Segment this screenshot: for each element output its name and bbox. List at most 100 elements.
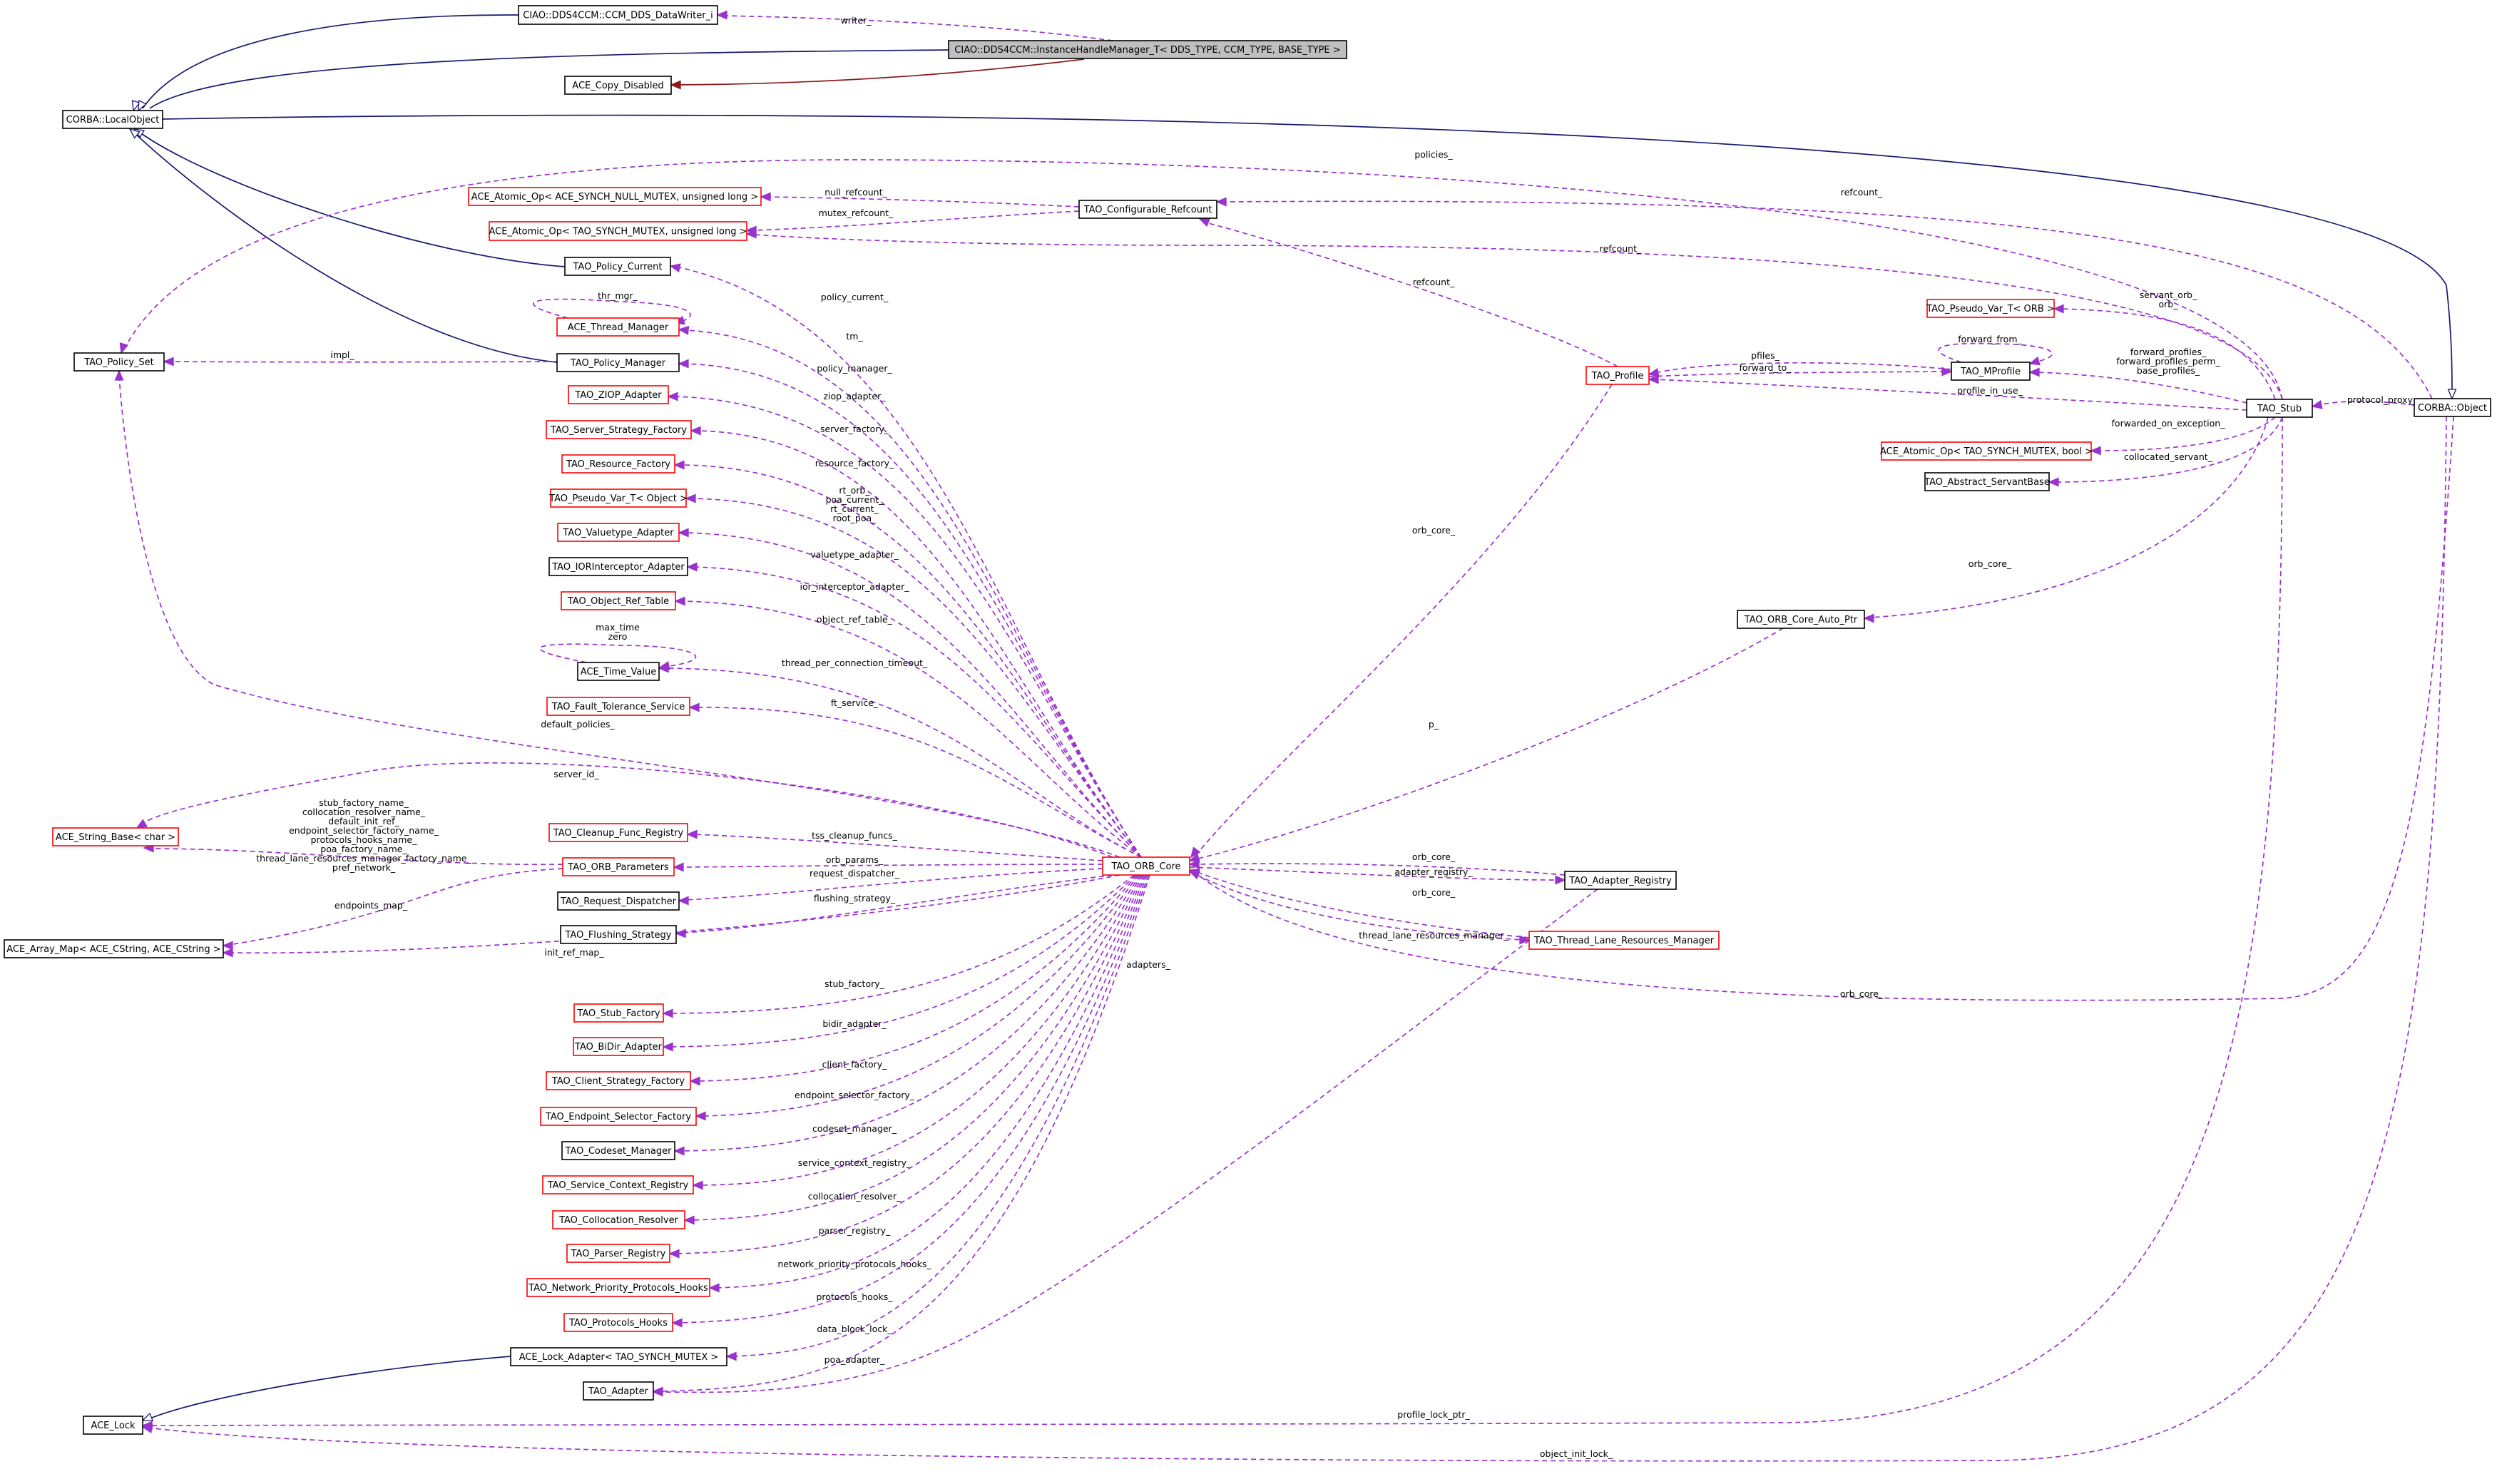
edge-label: parser_registry_ xyxy=(819,1225,891,1236)
inheritance-edge xyxy=(131,14,519,112)
class-node-lock[interactable]: ACE_Lock xyxy=(83,1416,143,1435)
class-node-aon[interactable]: ACE_Atomic_Op< ACE_SYNCH_NULL_MUTEX, uns… xyxy=(468,187,762,206)
class-node-esf[interactable]: TAO_Endpoint_Selector_Factory xyxy=(540,1107,697,1126)
class-node-rd[interactable]: TAO_Request_Dispatcher xyxy=(557,891,680,911)
class-node-label: TAO_Policy_Current xyxy=(572,262,662,272)
class-node-ph[interactable]: TAO_Protocols_Hooks xyxy=(563,1313,673,1332)
class-node-stub[interactable]: TAO_Stub xyxy=(2246,399,2313,418)
class-node-pvorb[interactable]: TAO_Pseudo_Var_T< ORB > xyxy=(1926,299,2055,318)
class-node-ziop[interactable]: TAO_ZIOP_Adapter xyxy=(568,385,669,404)
class-node-label: ACE_Lock_Adapter< TAO_SYNCH_MUTEX > xyxy=(519,1352,719,1363)
inheritance-edge xyxy=(138,49,949,112)
class-node-iora[interactable]: TAO_IORInterceptor_Adapter xyxy=(548,557,688,576)
usage-edge: ziop_adapter_ xyxy=(667,391,1142,858)
class-node-csf[interactable]: TAO_Client_Strategy_Factory xyxy=(546,1071,691,1090)
usage-edge: refcount_ xyxy=(1198,218,1618,367)
usage-edge: null_refcount_ xyxy=(760,187,1080,208)
inheritance-edge xyxy=(128,128,558,363)
class-node-ort[interactable]: TAO_Object_Ref_Table xyxy=(561,591,676,610)
usage-edge: parser_registry_ xyxy=(668,874,1145,1259)
class-node-op[interactable]: TAO_ORB_Parameters xyxy=(562,857,675,876)
class-node-cfr[interactable]: TAO_Cleanup_Func_Registry xyxy=(548,823,688,842)
class-node-scr[interactable]: TAO_Service_Context_Registry xyxy=(542,1175,694,1194)
edge-label: default_policies_ xyxy=(541,719,615,730)
class-node-areg[interactable]: TAO_Adapter_Registry xyxy=(1564,871,1677,890)
usage-edge: poa_adapter_ xyxy=(652,874,1150,1396)
class-node-label: TAO_IORInterceptor_Adapter xyxy=(551,562,685,573)
class-node-tlrm[interactable]: TAO_Thread_Lane_Resources_Manager xyxy=(1528,931,1720,950)
usage-edge: tm_ xyxy=(678,325,1142,858)
usage-edge: forwarded_on_exception_ xyxy=(2090,416,2276,456)
class-node-nph[interactable]: TAO_Network_Priority_Protocols_Hooks xyxy=(526,1278,710,1297)
usage-edge: p_ xyxy=(1188,628,1784,863)
class-node-sb[interactable]: ACE_String_Base< char > xyxy=(52,827,179,846)
class-node-label: TAO_Stub_Factory xyxy=(576,1008,660,1019)
class-node-label: TAO_Protocols_Hooks xyxy=(568,1318,668,1329)
class-node-thm[interactable]: ACE_Thread_Manager xyxy=(556,317,680,337)
class-node-cref[interactable]: TAO_Configurable_Refcount xyxy=(1078,200,1217,219)
class-node-cap[interactable]: TAO_ORB_Core_Auto_Ptr xyxy=(1737,610,1865,629)
usage-edge: thread_lane_resources_manager_ xyxy=(1189,871,1531,945)
class-node-pc[interactable]: TAO_Policy_Current xyxy=(564,257,671,276)
edge-label: base_profiles_ xyxy=(2137,365,2200,376)
class-node-fts[interactable]: TAO_Fault_Tolerance_Service xyxy=(546,697,690,716)
edge-label: collocated_servant_ xyxy=(2124,451,2213,462)
class-node-stf[interactable]: TAO_Stub_Factory xyxy=(573,1003,664,1023)
edge-label: init_ref_map_ xyxy=(544,947,604,958)
class-node-asb[interactable]: TAO_Abstract_ServantBase xyxy=(1924,472,2050,491)
edge-label: adapter_registry_ xyxy=(1394,866,1473,877)
usage-edge: stub_factory_ xyxy=(662,874,1135,1018)
class-node-dw[interactable]: CIAO::DDS4CCM::CCM_DDS_DataWriter_i xyxy=(518,5,718,25)
class-node-pvo[interactable]: TAO_Pseudo_Var_T< Object > xyxy=(548,488,688,508)
usage-edge: collocated_servant_ xyxy=(2048,416,2283,487)
usage-edge: codeset_manager_ xyxy=(673,874,1140,1156)
edge-label: stub_factory_name_ xyxy=(319,797,409,808)
class-node-prof[interactable]: TAO_Profile xyxy=(1585,366,1650,385)
class-node-cm[interactable]: TAO_Codeset_Manager xyxy=(561,1141,675,1160)
class-node-vta[interactable]: TAO_Valuetype_Adapter xyxy=(557,523,680,542)
edge-label: orb_core_ xyxy=(1412,851,1456,862)
usage-edge: stub_factory_name_collocation_resolver_n… xyxy=(143,797,563,873)
class-node-aob[interactable]: ACE_Atomic_Op< TAO_SYNCH_MUTEX, bool > xyxy=(1880,441,2093,461)
class-node-tv[interactable]: ACE_Time_Value xyxy=(577,662,660,681)
edge-label: protocols_hooks_ xyxy=(817,1291,894,1302)
class-node-pm[interactable]: TAO_Policy_Manager xyxy=(556,353,680,372)
class-node-ssf[interactable]: TAO_Server_Strategy_Factory xyxy=(546,420,692,439)
edge-label: service_context_registry_ xyxy=(798,1157,912,1168)
class-node-ihm[interactable]: CIAO::DDS4CCM::InstanceHandleManager_T< … xyxy=(948,40,1347,59)
class-node-label: TAO_Valuetype_Adapter xyxy=(562,528,674,538)
class-node-obj[interactable]: CORBA::Object xyxy=(2414,398,2491,417)
usage-edge: policy_current_ xyxy=(669,263,1142,858)
usage-edge: forward_profiles_forward_profiles_perm_b… xyxy=(2028,347,2247,404)
usage-edge: impl_ xyxy=(163,349,558,367)
class-node-fs[interactable]: TAO_Flushing_Strategy xyxy=(560,925,677,944)
edge-label: protocols_hooks_name_ xyxy=(311,834,417,845)
usage-edge: pfiles_ xyxy=(1648,350,1952,377)
class-node-aom[interactable]: ACE_Atomic_Op< TAO_SYNCH_MUTEX, unsigned… xyxy=(489,221,747,241)
edge-label: policies_ xyxy=(1414,149,1453,160)
usage-edge: profile_in_use_ xyxy=(1648,374,2247,411)
class-node-label: ACE_String_Base< char > xyxy=(56,832,175,843)
class-node-label: TAO_BiDir_Adapter xyxy=(574,1042,663,1053)
class-node-bidir[interactable]: TAO_BiDir_Adapter xyxy=(573,1037,664,1056)
class-node-am[interactable]: ACE_Array_Map< ACE_CString, ACE_CString … xyxy=(4,939,224,958)
usage-edge: endpoints_map_ xyxy=(222,868,563,951)
class-node-label: CIAO::DDS4CCM::CCM_DDS_DataWriter_i xyxy=(523,11,713,21)
edge-label: request_dispatcher_ xyxy=(810,868,900,879)
class-node-mprof[interactable]: TAO_MProfile xyxy=(1951,362,2031,381)
class-node-pset[interactable]: TAO_Policy_Set xyxy=(73,352,165,372)
usage-edge: client_factory_ xyxy=(689,874,1138,1086)
edge-label: ft_service_ xyxy=(831,697,879,708)
class-node-rf[interactable]: TAO_Resource_Factory xyxy=(561,454,675,474)
edge-label: network_priority_protocols_hooks_ xyxy=(777,1259,931,1269)
class-node-cr[interactable]: TAO_Collocation_Resolver xyxy=(552,1210,685,1229)
class-node-copy[interactable]: ACE_Copy_Disabled xyxy=(564,76,672,95)
class-node-ad[interactable]: TAO_Adapter xyxy=(583,1381,654,1401)
class-node-pr[interactable]: TAO_Parser_Registry xyxy=(566,1244,670,1263)
usage-edge: object_init_lock_ xyxy=(141,416,2447,1462)
class-node-lo[interactable]: CORBA::LocalObject xyxy=(62,110,163,129)
edge-label: poa_adapter_ xyxy=(824,1354,885,1365)
class-node-lad[interactable]: ACE_Lock_Adapter< TAO_SYNCH_MUTEX > xyxy=(510,1347,727,1366)
class-node-core[interactable]: TAO_ORB_Core xyxy=(1102,856,1190,876)
edge-label: endpoint_selector_factory_name_ xyxy=(289,825,439,836)
